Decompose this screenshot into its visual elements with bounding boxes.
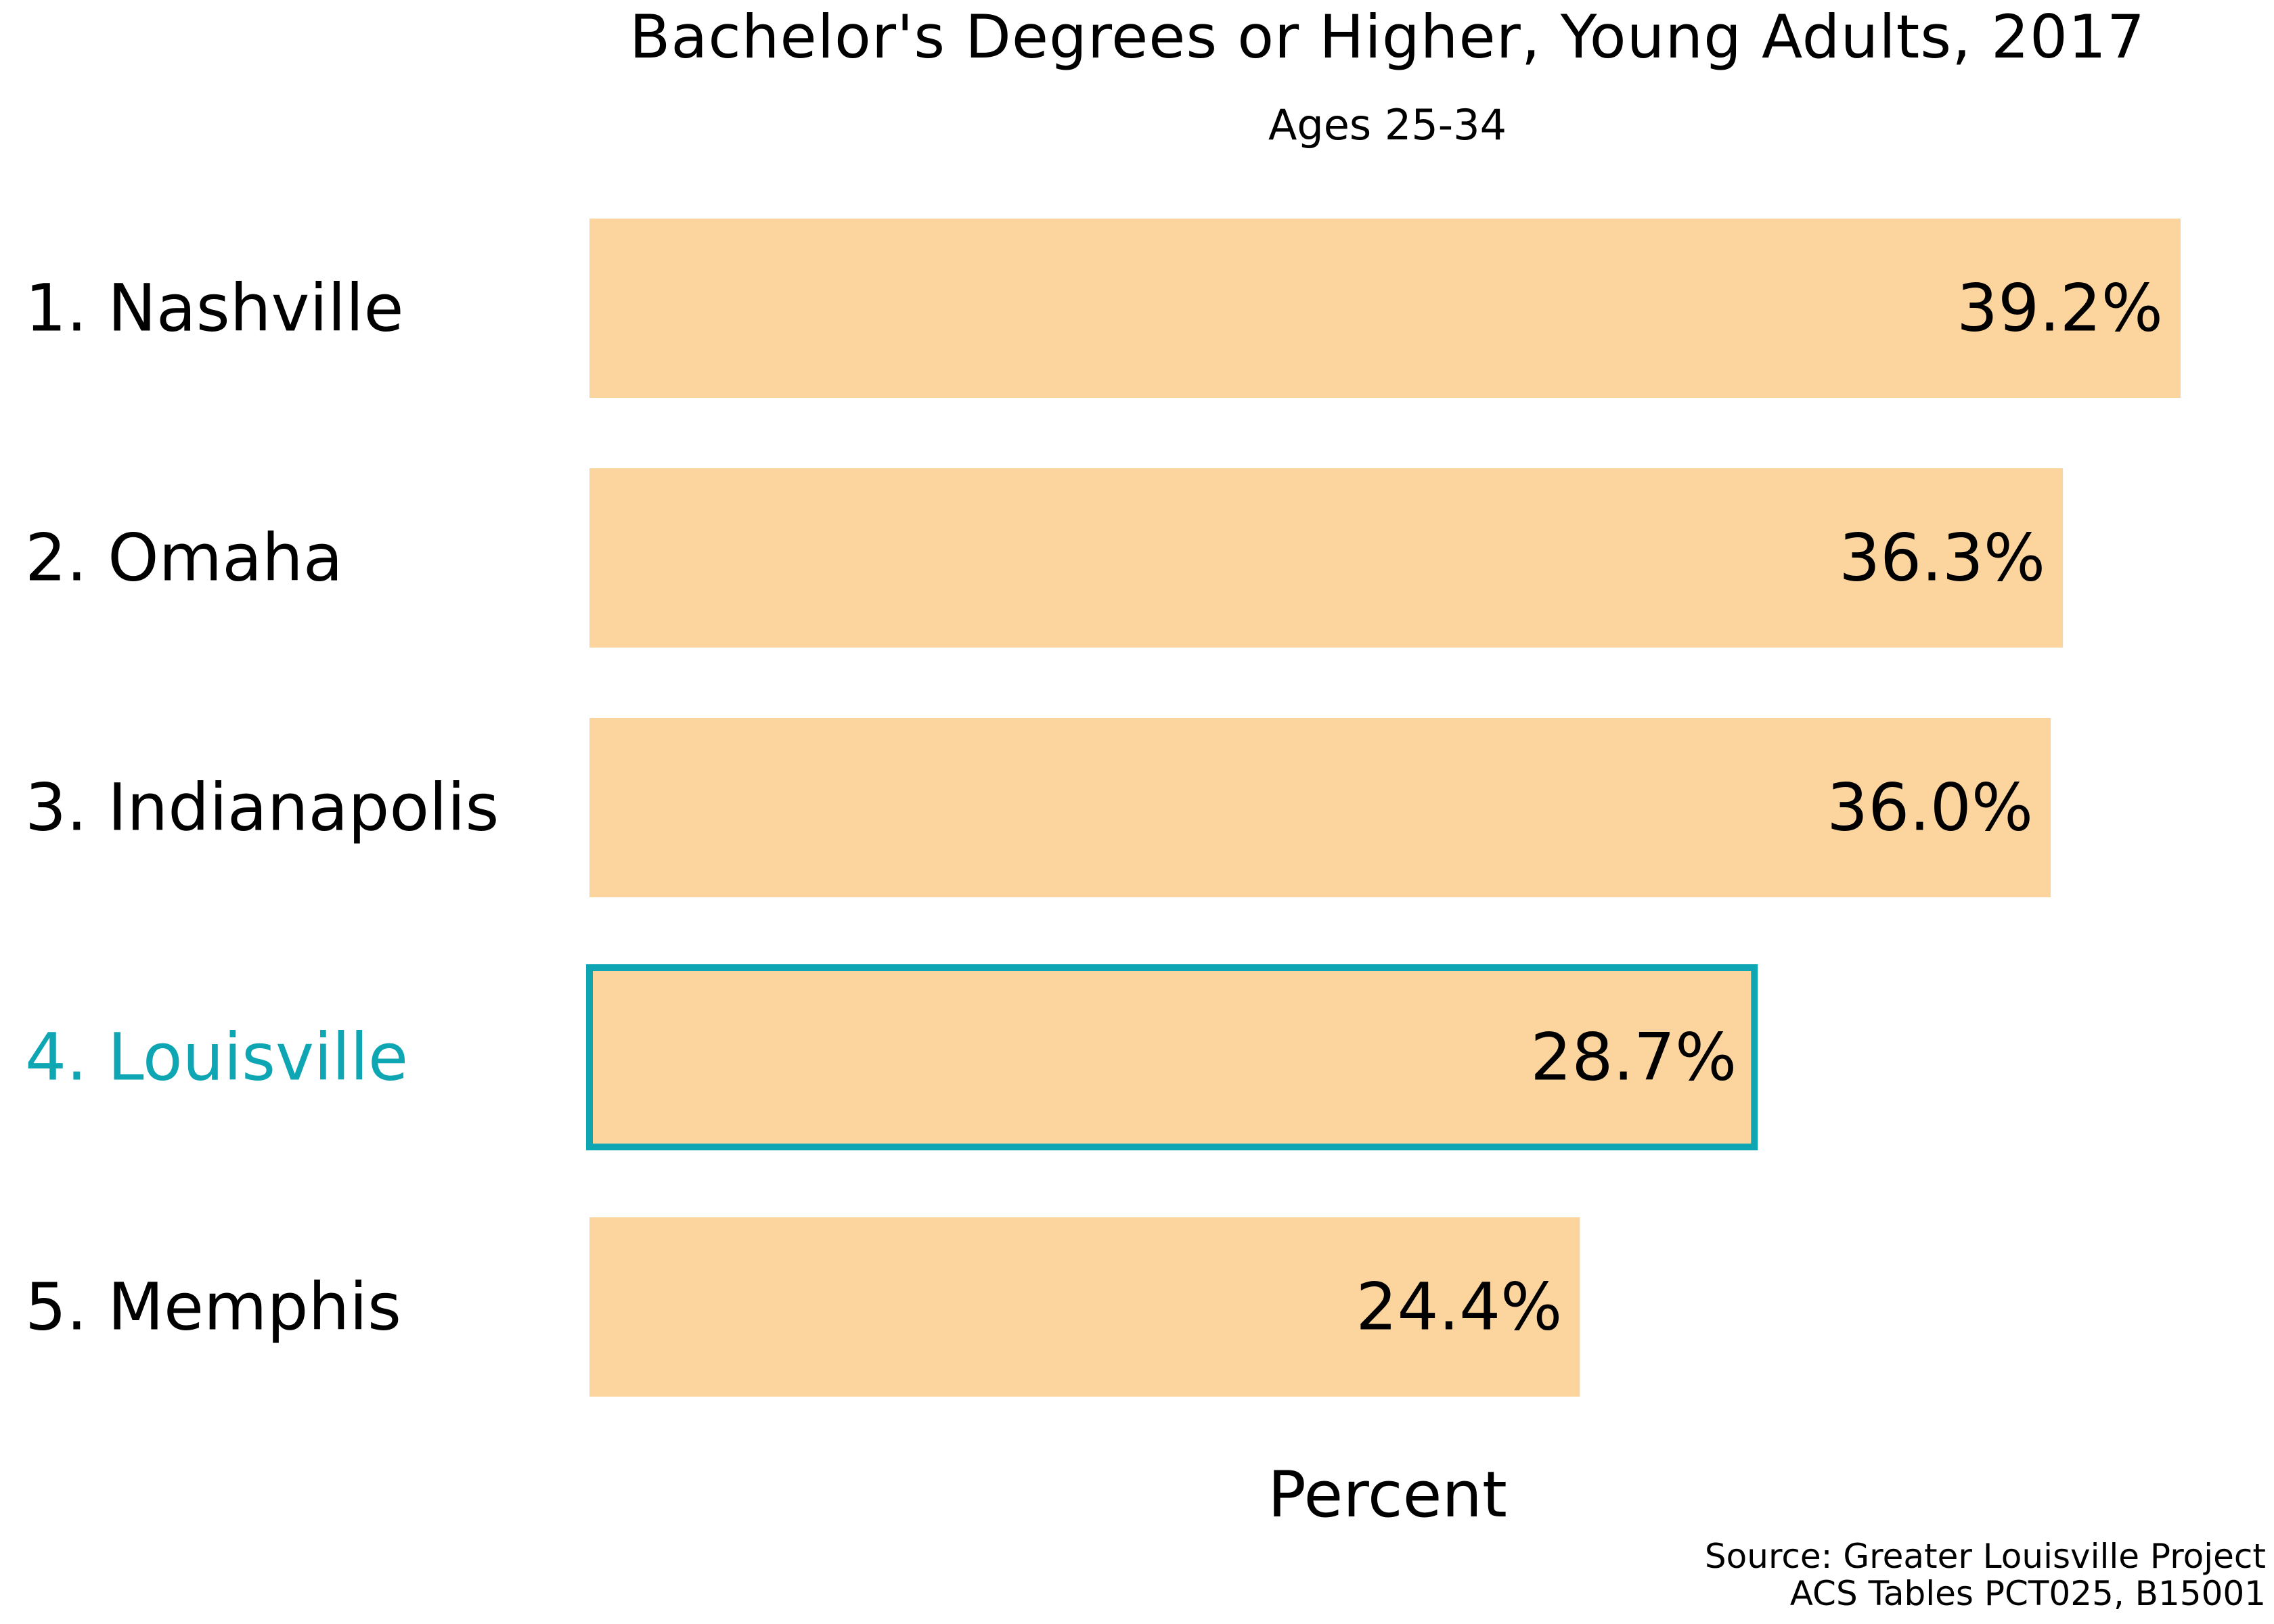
value-label-omaha: 36.3% xyxy=(1839,520,2045,596)
source-line-1: Source: Greater Louisville Project xyxy=(1704,1537,2266,1576)
bar-omaha xyxy=(589,468,2064,648)
bar-louisville xyxy=(586,964,1758,1150)
bar-indianapolis xyxy=(589,718,2051,897)
category-label-indianapolis: 3. Indianapolis xyxy=(25,770,499,846)
bar-nashville xyxy=(589,219,2181,398)
chart-subtitle: Ages 25-34 xyxy=(1268,100,1507,150)
value-label-nashville: 39.2% xyxy=(1957,271,2163,346)
x-axis-label: Percent xyxy=(1268,1458,1507,1532)
chart-title: Bachelor's Degrees or Higher, Young Adul… xyxy=(629,2,2145,72)
bar-memphis xyxy=(589,1217,1580,1397)
category-label-nashville: 1. Nashville xyxy=(25,271,404,346)
source-line-2: ACS Tables PCT025, B15001 xyxy=(1789,1574,2266,1613)
value-label-memphis: 24.4% xyxy=(1356,1269,1562,1345)
bar-chart: 1. Nashville 39.2% 2. Omaha 36.3% 3. Indiana… xyxy=(25,219,2181,1397)
value-label-louisville: 28.7% xyxy=(1530,1020,1737,1096)
category-label-omaha: 2. Omaha xyxy=(25,520,343,596)
category-label-louisville: 4. Louisville xyxy=(25,1020,408,1096)
value-label-indianapolis: 36.0% xyxy=(1827,770,2033,846)
category-label-memphis: 5. Memphis xyxy=(25,1269,401,1345)
